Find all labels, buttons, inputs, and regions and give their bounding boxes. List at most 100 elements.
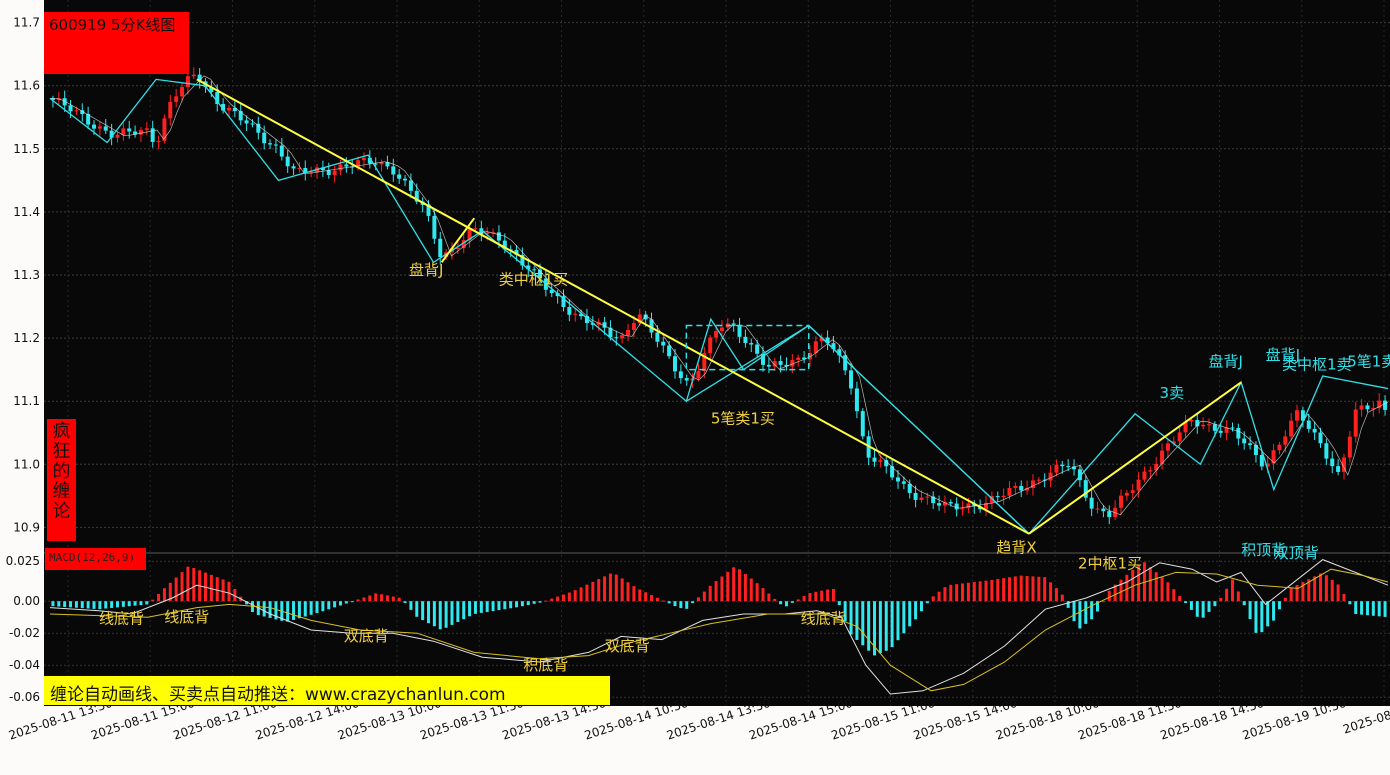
candle-down — [561, 296, 566, 307]
macd-bar — [1031, 576, 1035, 602]
macd-bar — [1043, 577, 1047, 602]
macd-bar — [374, 593, 378, 602]
candle-up — [1271, 450, 1276, 464]
macd-bar — [1154, 572, 1158, 602]
candle-down — [408, 180, 413, 191]
candle-up — [1095, 508, 1100, 510]
macd-bar — [1313, 576, 1317, 602]
candle-up — [1136, 479, 1141, 491]
macd-bar — [1142, 562, 1146, 602]
candle-up — [115, 134, 120, 138]
macd-bar — [209, 574, 213, 602]
candle-up — [878, 460, 883, 462]
macd-bar — [1054, 588, 1058, 602]
macd-bar — [561, 594, 565, 602]
macd-bar — [174, 577, 178, 602]
macd-bar — [749, 578, 753, 602]
macd-bar — [726, 571, 730, 602]
macd-bar — [1365, 601, 1369, 616]
macd-bar — [145, 601, 149, 605]
candle-up — [473, 228, 478, 230]
macd-bar — [321, 601, 325, 612]
candle-up — [719, 327, 724, 332]
macd-bar — [984, 580, 988, 602]
macd-bar — [497, 601, 501, 611]
candle-down — [1300, 410, 1305, 421]
candle-down — [127, 128, 132, 132]
candle-up — [626, 329, 631, 336]
y-tick-label: 11.5 — [13, 142, 40, 156]
candle-down — [761, 353, 766, 365]
candle-down — [92, 124, 97, 129]
macd-bar — [80, 601, 84, 609]
candle-down — [502, 240, 507, 250]
candle-up — [1048, 472, 1053, 481]
macd-bar — [890, 601, 894, 648]
candle-up — [966, 503, 971, 509]
macd-bar — [538, 601, 542, 603]
macd-bar — [691, 601, 695, 604]
divergence-label: 双顶背 — [1274, 544, 1319, 562]
candle-down — [1330, 458, 1335, 467]
candle-up — [1347, 436, 1352, 458]
candle-down — [684, 378, 689, 381]
macd-bar — [1260, 601, 1264, 633]
candle-up — [332, 170, 337, 175]
divergence-label: 双底背 — [344, 627, 389, 645]
macd-bar — [614, 574, 618, 602]
macd-bar — [315, 601, 319, 614]
candle-down — [1253, 445, 1258, 455]
macd-bar — [262, 601, 266, 617]
candle-up — [989, 496, 994, 503]
macd-bar — [655, 597, 659, 602]
macd-bar — [673, 601, 677, 607]
candle-down — [50, 98, 55, 101]
macd-bar — [69, 601, 73, 608]
promo-banner[interactable]: 缠论自动画线、买卖点自动推送：www.crazychanlun.com — [44, 676, 610, 705]
candle-up — [1036, 479, 1041, 481]
candle-down — [1077, 469, 1082, 481]
candle-down — [884, 460, 889, 467]
macd-bar — [861, 601, 865, 646]
divergence-label: 双底背 — [605, 637, 650, 655]
candle-up — [1201, 424, 1206, 427]
macd-bar — [820, 590, 824, 602]
candle-down — [931, 496, 936, 504]
macd-bar — [567, 592, 571, 602]
moving-average-line — [50, 75, 1389, 516]
side-char: 的 — [52, 461, 71, 482]
candle-down — [344, 164, 349, 167]
candle-down — [678, 371, 683, 379]
macd-bar — [644, 592, 648, 602]
macd-bar — [520, 601, 524, 607]
candle-up — [631, 323, 636, 330]
candle-down — [1107, 511, 1112, 518]
macd-bar — [1078, 601, 1082, 629]
macd-bar — [245, 601, 249, 605]
macd-bar — [1101, 601, 1105, 603]
candle-down — [1242, 438, 1247, 444]
macd-bar — [1113, 584, 1117, 602]
macd-bar — [274, 601, 278, 620]
candle-up — [455, 248, 460, 250]
candle-down — [520, 254, 525, 266]
macd-bar — [908, 601, 912, 627]
y-tick-label: -0.06 — [9, 690, 40, 704]
macd-bar — [1125, 574, 1129, 602]
macd-bar — [286, 601, 290, 622]
candle-up — [74, 110, 79, 112]
macd-bar — [843, 601, 847, 622]
macd-bar — [110, 601, 114, 608]
macd-bar — [438, 601, 442, 630]
candle-down — [1312, 428, 1317, 433]
candle-down — [209, 87, 214, 92]
candle-down — [1019, 485, 1024, 491]
candle-down — [995, 496, 1000, 498]
macd-bar — [385, 595, 389, 602]
macd-bar — [133, 601, 137, 606]
macd-bar — [362, 597, 366, 602]
macd-bar — [931, 596, 935, 602]
candle-up — [97, 126, 102, 129]
candle-down — [549, 289, 554, 294]
side-char: 疯 — [52, 421, 71, 442]
